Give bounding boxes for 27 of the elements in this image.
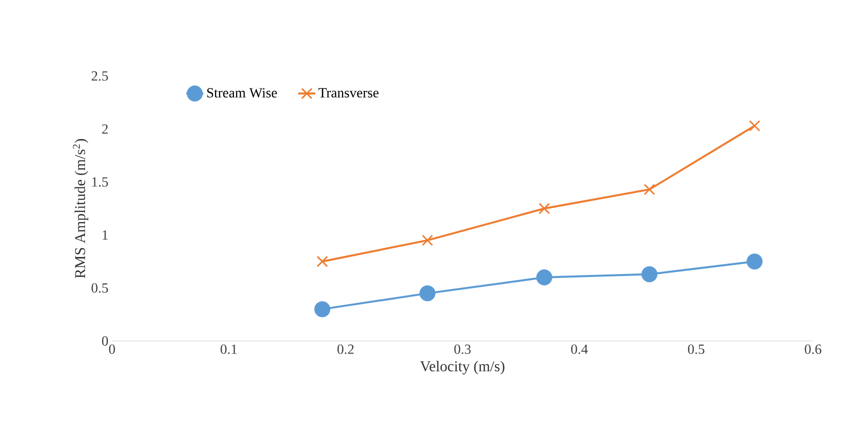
point [641, 266, 658, 282]
legend-label: Transverse [318, 88, 379, 98]
x-tick-label: 0 [109, 344, 115, 354]
y-axis-title: RMS Amplitude (m/s$^{2}$) [72, 139, 88, 278]
x-tick-label: 0.3 [454, 344, 471, 354]
x-tick-label: 0.6 [804, 344, 822, 354]
point [314, 301, 330, 318]
point [422, 234, 434, 246]
x-tick-label: 0.5 [688, 344, 704, 354]
y-tick-label: 0.5 [92, 283, 108, 293]
point [748, 120, 760, 132]
point [316, 256, 328, 268]
y-tick-label: 0 [102, 336, 108, 346]
point [419, 285, 436, 302]
x-tick-label: 0.1 [220, 344, 237, 354]
y-tick-label: 1.5 [92, 177, 108, 187]
x-tick-label: 0.4 [571, 344, 588, 354]
point [644, 184, 656, 196]
legend-label: Stream Wise [207, 88, 277, 98]
y-tick-label: 2 [102, 124, 108, 134]
point [746, 254, 763, 270]
x-axis-title: Velocity (m/s) [420, 360, 504, 374]
x-tick-label: 0.2 [337, 344, 354, 354]
y-tick-label: 1 [102, 230, 108, 240]
point [536, 269, 552, 286]
y-tick-label: 2.5 [92, 71, 108, 81]
point [538, 202, 550, 214]
